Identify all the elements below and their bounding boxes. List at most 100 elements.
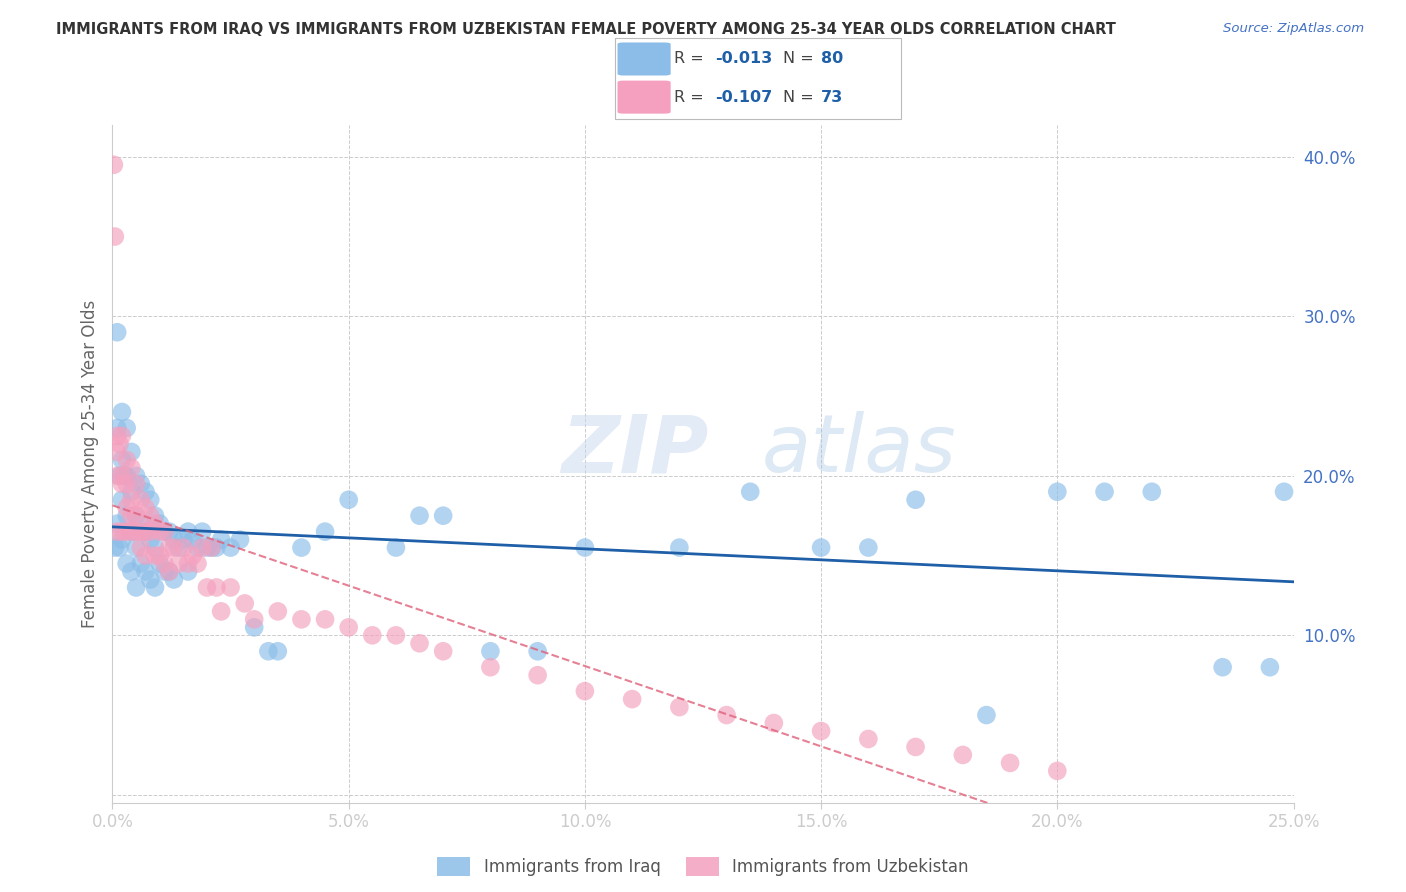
Point bbox=[526, 668, 548, 682]
Point bbox=[408, 508, 430, 523]
Point bbox=[105, 429, 128, 443]
Point bbox=[111, 453, 134, 467]
Point bbox=[361, 628, 384, 642]
Point bbox=[120, 565, 142, 579]
Point bbox=[105, 325, 128, 339]
Point bbox=[526, 644, 548, 658]
Point bbox=[432, 508, 454, 523]
Point bbox=[105, 445, 128, 459]
Text: atlas: atlas bbox=[762, 411, 957, 490]
Point bbox=[385, 541, 408, 555]
Point bbox=[139, 508, 162, 523]
Point bbox=[858, 731, 880, 746]
Point bbox=[143, 549, 166, 563]
Point bbox=[143, 508, 166, 523]
Point bbox=[135, 500, 157, 515]
Point bbox=[120, 492, 142, 507]
Point bbox=[129, 516, 152, 531]
Point bbox=[112, 468, 135, 483]
Y-axis label: Female Poverty Among 25-34 Year Olds: Female Poverty Among 25-34 Year Olds bbox=[80, 300, 98, 628]
Point bbox=[408, 636, 430, 650]
Point bbox=[135, 549, 157, 563]
Point bbox=[181, 549, 204, 563]
Point bbox=[153, 524, 176, 539]
Point bbox=[267, 644, 290, 658]
Point bbox=[143, 581, 166, 595]
Point bbox=[1258, 660, 1281, 674]
Point bbox=[115, 508, 138, 523]
Point bbox=[108, 437, 131, 451]
Point bbox=[129, 524, 152, 539]
Point bbox=[125, 468, 148, 483]
Point bbox=[157, 541, 180, 555]
Point bbox=[111, 524, 134, 539]
Point bbox=[149, 557, 172, 571]
Point bbox=[105, 421, 128, 435]
Point bbox=[191, 524, 214, 539]
Point bbox=[153, 524, 176, 539]
Point bbox=[337, 492, 360, 507]
Point bbox=[574, 684, 596, 698]
Point bbox=[104, 229, 127, 244]
Point bbox=[177, 565, 200, 579]
Point bbox=[103, 158, 125, 172]
Point bbox=[337, 620, 360, 634]
Point bbox=[205, 541, 228, 555]
Point bbox=[104, 541, 127, 555]
Point bbox=[1140, 484, 1163, 499]
Point bbox=[139, 533, 162, 547]
FancyBboxPatch shape bbox=[617, 80, 671, 113]
Point bbox=[172, 533, 194, 547]
Point bbox=[115, 421, 138, 435]
Point bbox=[163, 573, 186, 587]
Point bbox=[135, 524, 157, 539]
Point bbox=[120, 508, 142, 523]
Point bbox=[479, 660, 502, 674]
Point bbox=[479, 644, 502, 658]
Point bbox=[125, 508, 148, 523]
Point bbox=[1046, 484, 1069, 499]
Point bbox=[314, 612, 336, 626]
Point bbox=[149, 516, 172, 531]
Text: -0.107: -0.107 bbox=[716, 90, 772, 105]
Point bbox=[762, 716, 785, 731]
Point bbox=[157, 524, 180, 539]
Point bbox=[115, 500, 138, 515]
Point bbox=[105, 516, 128, 531]
Point bbox=[172, 541, 194, 555]
Point bbox=[290, 541, 312, 555]
Point bbox=[108, 468, 131, 483]
Point bbox=[115, 468, 138, 483]
Text: IMMIGRANTS FROM IRAQ VS IMMIGRANTS FROM UZBEKISTAN FEMALE POVERTY AMONG 25-34 YE: IMMIGRANTS FROM IRAQ VS IMMIGRANTS FROM … bbox=[56, 22, 1116, 37]
Point bbox=[143, 541, 166, 555]
Point bbox=[668, 541, 690, 555]
Point bbox=[219, 581, 242, 595]
Point bbox=[167, 541, 190, 555]
Point bbox=[157, 565, 180, 579]
Point bbox=[153, 557, 176, 571]
Point bbox=[163, 541, 186, 555]
Point bbox=[120, 524, 142, 539]
Point bbox=[574, 541, 596, 555]
Point bbox=[205, 581, 228, 595]
Point bbox=[115, 453, 138, 467]
Point bbox=[177, 524, 200, 539]
Point bbox=[105, 468, 128, 483]
Point bbox=[167, 557, 190, 571]
Point bbox=[385, 628, 408, 642]
Point bbox=[314, 524, 336, 539]
Point bbox=[740, 484, 762, 499]
Text: Source: ZipAtlas.com: Source: ZipAtlas.com bbox=[1223, 22, 1364, 36]
Point bbox=[135, 524, 157, 539]
Point bbox=[432, 644, 454, 658]
Point bbox=[115, 476, 138, 491]
Point bbox=[1094, 484, 1116, 499]
Point bbox=[129, 541, 152, 555]
Point bbox=[858, 541, 880, 555]
Point bbox=[668, 700, 690, 714]
Point bbox=[219, 541, 242, 555]
Point bbox=[157, 565, 180, 579]
Point bbox=[139, 492, 162, 507]
Point bbox=[186, 557, 208, 571]
Text: N =: N = bbox=[783, 90, 818, 105]
